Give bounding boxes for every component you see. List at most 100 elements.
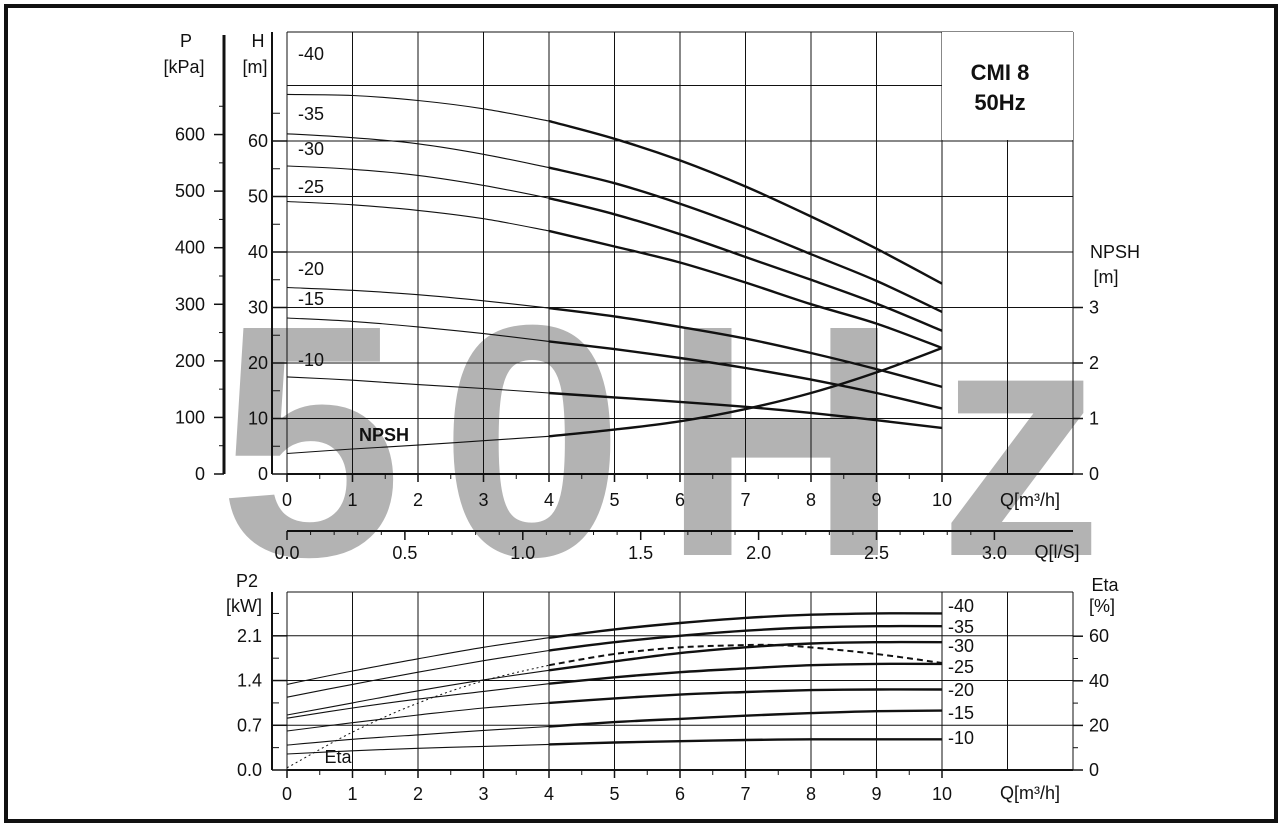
flow-tick-label-lower: 0	[282, 784, 292, 804]
power-axis-unit: [kW]	[226, 596, 262, 616]
head-curve-thin	[286, 133, 550, 169]
flow-ls-tick-label: 2.0	[746, 543, 771, 563]
npsh-tick-label: 0	[1089, 464, 1099, 484]
head-axis-unit: [m]	[243, 57, 268, 77]
flow-tick-label: 3	[478, 490, 488, 510]
flow-tick-label: 9	[871, 490, 881, 510]
watermark-text: 50Hz	[219, 256, 1141, 625]
power-curve-thin	[286, 702, 550, 732]
power-tick-label: 1.4	[237, 671, 262, 691]
power-curves: -40-35-30-25 -20 -15 -10	[286, 596, 974, 769]
head-curve-thick	[548, 340, 943, 410]
flow-ls-axis-label: Q[l/S]	[1034, 542, 1079, 562]
power-curve-label: -40	[948, 596, 974, 616]
head-curve-thick	[548, 119, 943, 285]
head-curve-label: -15	[298, 289, 324, 309]
eta-tick-label: 60	[1089, 626, 1109, 646]
power-curve-thick	[548, 624, 943, 652]
flow-tick-label-lower: 10	[932, 784, 952, 804]
head-curve-label: -40	[298, 44, 324, 64]
flow-tick-label: 7	[740, 490, 750, 510]
flow-axis-label-lower: Q[m³/h]	[1000, 783, 1060, 803]
eta-curve-thick	[548, 643, 943, 667]
power-curve-label: -35	[948, 617, 974, 637]
pressure-tick-label: 500	[175, 181, 205, 201]
head-tick-label: 50	[248, 187, 268, 207]
power-curve-label: -15	[948, 703, 974, 723]
head-curve-label: -10	[298, 350, 324, 370]
head-curve-thin	[286, 317, 550, 342]
head-curve-thin	[286, 200, 550, 232]
power-tick-label: 2.1	[237, 626, 262, 646]
pressure-tick-label: 600	[175, 125, 205, 145]
power-curve-label: -30	[948, 636, 974, 656]
head-curve-label: -25	[298, 177, 324, 197]
pump-model-label: CMI 8	[971, 60, 1030, 85]
flow-ls-tick-label: 0.5	[392, 543, 417, 563]
power-curve-thin	[286, 637, 550, 685]
flow-tick-label-lower: 3	[478, 784, 488, 804]
power-curve-thin	[286, 683, 550, 719]
flow-tick-label-lower: 1	[347, 784, 357, 804]
head-curve-thick	[548, 166, 943, 313]
flow-tick-label-lower: 7	[740, 784, 750, 804]
chart-frame	[4, 4, 1278, 823]
flow-tick-label-lower: 4	[544, 784, 554, 804]
head-curve-thin	[286, 93, 550, 122]
flow-axis-label: Q[m³/h]	[1000, 490, 1060, 510]
flow-tick-label: 0	[282, 490, 292, 510]
head-curve-thin	[286, 165, 550, 199]
head-curve-thick	[548, 306, 943, 389]
flow-tick-label: 10	[932, 490, 952, 510]
flow-tick-label-lower: 2	[413, 784, 423, 804]
head-curve-thin	[286, 286, 550, 309]
flow-tick-label: 8	[806, 490, 816, 510]
pressure-tick-label: 200	[175, 351, 205, 371]
flow-tick-label-lower: 5	[609, 784, 619, 804]
pressure-tick-label: 400	[175, 238, 205, 258]
flow-ls-tick-label: 0.0	[274, 543, 299, 563]
power-curve-label: -10	[948, 728, 974, 748]
eta-axis-unit: [%]	[1089, 596, 1115, 616]
power-curve-thin	[286, 725, 550, 746]
npsh-axis-unit: [m]	[1094, 267, 1119, 287]
power-curve-thick	[548, 738, 942, 746]
title-block	[942, 32, 1073, 140]
flow-tick-label-lower: 9	[871, 784, 881, 804]
head-curve-label: -20	[298, 259, 324, 279]
head-tick-label: 60	[248, 131, 268, 151]
head-tick-label: 20	[248, 353, 268, 373]
npsh-curve-label: NPSH	[359, 425, 409, 445]
flow-tick-label-lower: 8	[806, 784, 816, 804]
power-curve-thin	[286, 649, 550, 698]
head-curve-thick	[548, 391, 943, 430]
power-axis-label: P2	[236, 571, 258, 591]
power-curve-thick	[548, 709, 943, 728]
flow-ls-tick-label: 3.0	[982, 543, 1007, 563]
flow-ls-tick-label: 2.5	[864, 543, 889, 563]
head-curve-label: -30	[298, 139, 324, 159]
head-axis-label: H	[252, 31, 265, 51]
power-tick-label: 0.0	[237, 760, 262, 780]
flow-tick-label: 2	[413, 490, 423, 510]
power-curve-thick	[548, 640, 943, 672]
frequency-label: 50Hz	[974, 90, 1025, 115]
power-tick-label: 0.7	[237, 715, 262, 735]
eta-curve-thin	[286, 664, 550, 769]
pressure-tick-label: 0	[195, 464, 205, 484]
npsh-axis-label: NPSH	[1090, 242, 1140, 262]
pressure-tick-label: 300	[175, 294, 205, 314]
npsh-tick-label: 3	[1089, 298, 1099, 318]
flow-ls-tick-label: 1.0	[510, 543, 535, 563]
power-curve-thick	[548, 662, 943, 685]
power-curve-label: -25	[948, 657, 974, 677]
head-tick-label: 0	[258, 464, 268, 484]
head-curve-label: -35	[298, 104, 324, 124]
npsh-curve-thin	[286, 435, 550, 455]
flow-tick-label: 5	[609, 490, 619, 510]
head-tick-label: 10	[248, 409, 268, 429]
pressure-axis-unit: [kPa]	[163, 57, 204, 77]
power-curve-thin	[286, 669, 550, 716]
